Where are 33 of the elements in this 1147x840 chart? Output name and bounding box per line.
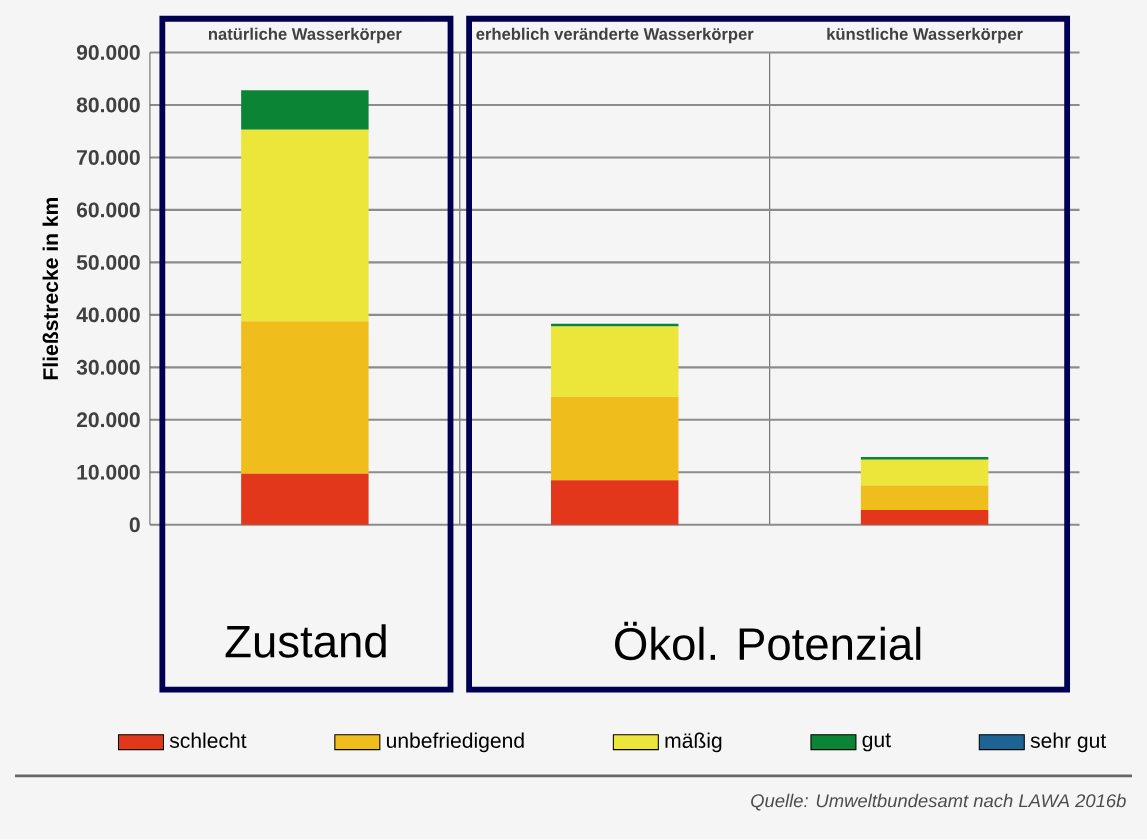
legend-label: sehr gut: [1030, 732, 1107, 753]
bar: [241, 129, 369, 322]
bar: [551, 480, 679, 525]
y-tick-label: 50.000: [76, 255, 140, 271]
x-tick-label: natürliche Wasserkörper: [208, 27, 402, 44]
bar: [241, 474, 369, 525]
x-tick-label: erheblich veränderte Wasserkörper: [476, 27, 754, 44]
y-tick-label: 40.000: [76, 307, 140, 323]
x-tick-label: künstliche Wasserkörper: [827, 27, 1023, 44]
y-tick-label: 0: [129, 517, 140, 533]
bar: [551, 396, 679, 481]
y-tick-label: 60.000: [76, 202, 140, 218]
y-tick-label: 70.000: [77, 150, 140, 166]
text: Zustand: [225, 624, 386, 658]
bar: [241, 321, 369, 475]
source-note: Quelle: Umweltbundesamt nach LAWA 2016b: [751, 793, 1126, 811]
bar: [551, 326, 679, 397]
legend-label: unbefriedigend: [386, 732, 524, 753]
text: Ökol. Potenzial: [615, 621, 921, 661]
y-tick-label: 30.000: [76, 360, 140, 376]
bar: [860, 510, 989, 525]
legend-label: mäßig: [665, 732, 722, 753]
y-tick-label: 10.000: [77, 465, 140, 480]
y-tick-label: 90.000: [76, 45, 140, 61]
bar: [241, 90, 369, 130]
y-tick-label: 20.000: [76, 412, 140, 428]
legend-label: gut: [862, 733, 891, 752]
bar: [860, 485, 989, 511]
y-tick-label: 80.000: [76, 97, 140, 113]
bar: [860, 457, 989, 460]
legend-label: schlecht: [169, 732, 247, 749]
bar: [860, 459, 989, 486]
y-axis-title: Fließstrecke in km: [42, 198, 59, 380]
